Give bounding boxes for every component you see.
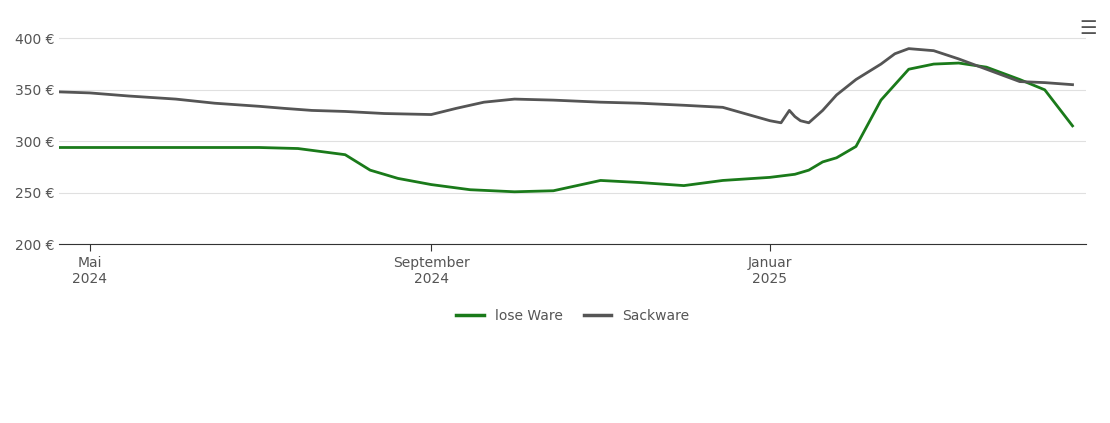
Legend: lose Ware, Sackware: lose Ware, Sackware bbox=[451, 303, 695, 328]
Text: ☰: ☰ bbox=[1079, 19, 1097, 38]
